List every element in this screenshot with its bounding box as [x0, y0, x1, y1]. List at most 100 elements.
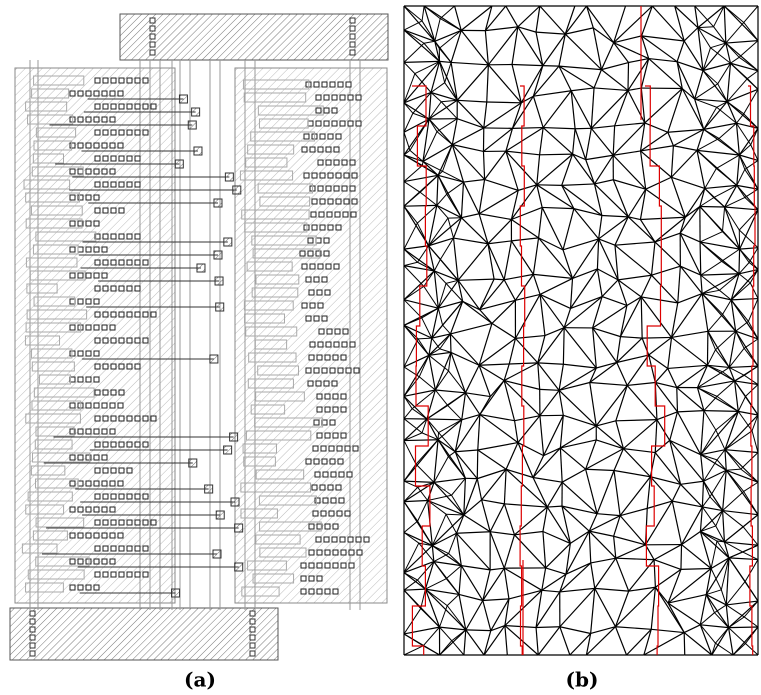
- figure-canvas: (a) (b): [0, 0, 761, 695]
- mesh-edge: [745, 189, 758, 197]
- contact: [94, 143, 99, 148]
- mesh-edge: [404, 21, 422, 30]
- mesh-edge: [435, 30, 461, 41]
- contact: [340, 537, 345, 542]
- mesh-edge: [539, 207, 543, 237]
- contact: [103, 286, 108, 291]
- via: [150, 18, 155, 23]
- mesh-edge: [641, 297, 671, 338]
- mesh-edge: [457, 100, 487, 102]
- contact: [111, 156, 116, 161]
- contact: [310, 264, 315, 269]
- mesh-edge: [488, 220, 511, 244]
- contact: [316, 121, 321, 126]
- contact: [309, 550, 314, 555]
- mesh-edge: [560, 448, 585, 469]
- mesh-edge: [415, 74, 431, 93]
- contact: [78, 481, 83, 486]
- contact: [94, 247, 99, 252]
- mesh-edge: [700, 511, 722, 532]
- contact: [310, 147, 315, 152]
- contact: [330, 82, 335, 87]
- mesh-edge: [615, 591, 628, 627]
- mesh-edge: [447, 182, 464, 194]
- mesh-edge: [729, 366, 758, 367]
- mesh-edge: [615, 242, 655, 245]
- mesh-edge: [404, 634, 423, 646]
- contact: [143, 104, 148, 109]
- contact: [356, 121, 361, 126]
- mesh-edge: [450, 334, 451, 352]
- mesh-edge: [542, 207, 574, 208]
- contact: [70, 195, 75, 200]
- contact: [94, 455, 99, 460]
- contact: [317, 433, 322, 438]
- mesh-edge: [559, 364, 563, 390]
- mesh-edge: [440, 349, 451, 353]
- mesh-edge: [652, 266, 681, 275]
- contact: [118, 143, 123, 148]
- mesh-edge: [506, 443, 518, 470]
- contact: [127, 312, 132, 317]
- contact: [143, 130, 148, 135]
- mesh-edge: [463, 182, 479, 214]
- contact: [306, 368, 311, 373]
- mesh-edge: [562, 506, 589, 531]
- contact: [111, 520, 116, 525]
- mesh-edge: [726, 601, 758, 605]
- contact: [325, 589, 330, 594]
- mesh-edge: [434, 562, 446, 579]
- panel-label: (a): [184, 668, 216, 692]
- mesh-edge: [745, 560, 758, 582]
- mesh-edge: [586, 469, 597, 513]
- mesh-edge: [543, 531, 546, 567]
- mesh-edge: [671, 177, 685, 217]
- contact: [135, 286, 140, 291]
- contact: [314, 368, 319, 373]
- mesh-edge: [559, 390, 596, 426]
- contact: [127, 104, 132, 109]
- contact: [127, 364, 132, 369]
- contact: [364, 537, 369, 542]
- mesh-edge: [623, 449, 655, 453]
- mesh-edge: [717, 102, 727, 108]
- contact: [135, 338, 140, 343]
- mesh-edge: [434, 482, 452, 495]
- mesh-edge: [448, 457, 465, 479]
- mesh-edge: [703, 71, 718, 84]
- mesh-edge: [595, 558, 616, 588]
- mesh-edge: [540, 389, 559, 390]
- mesh-edge: [590, 383, 596, 426]
- contact: [119, 104, 124, 109]
- mesh-edge: [451, 30, 461, 62]
- mesh-edge: [701, 411, 704, 455]
- contact: [110, 117, 115, 122]
- contact: [322, 368, 327, 373]
- contact: [332, 121, 337, 126]
- contact: [111, 572, 116, 577]
- mesh-edge: [571, 88, 594, 91]
- mesh-edge: [708, 331, 729, 367]
- mesh-edge: [538, 363, 564, 364]
- mesh-edge: [480, 381, 504, 415]
- contact: [94, 377, 99, 382]
- contact: [306, 277, 311, 282]
- mesh-edge: [589, 531, 616, 558]
- via: [197, 264, 205, 272]
- contact: [127, 234, 132, 239]
- contact: [310, 303, 315, 308]
- contact: [94, 195, 99, 200]
- mesh-edge: [655, 233, 680, 242]
- contact: [316, 537, 321, 542]
- contact: [322, 316, 327, 321]
- contact: [317, 563, 322, 568]
- mesh-edge: [738, 396, 745, 411]
- contact: [325, 290, 330, 295]
- mesh-edge: [447, 594, 459, 605]
- contact: [308, 121, 313, 126]
- via: [192, 108, 200, 116]
- contact: [331, 472, 336, 477]
- mesh-edge: [615, 90, 628, 125]
- mesh-edge: [671, 177, 704, 188]
- contact: [345, 446, 350, 451]
